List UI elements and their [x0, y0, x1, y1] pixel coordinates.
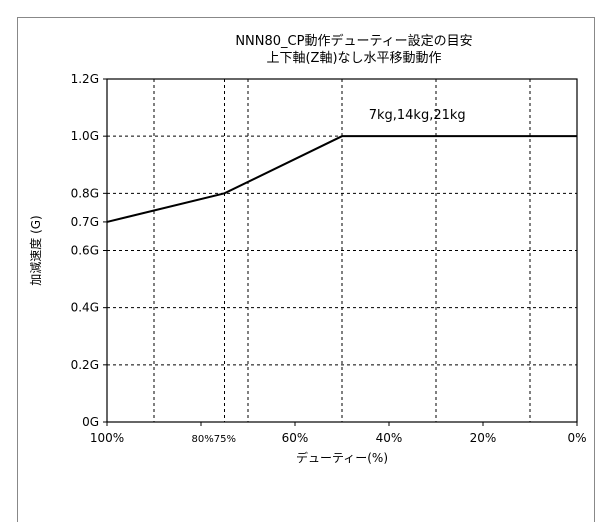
- x-tick-label: 80%: [192, 434, 214, 445]
- y-tick-label: 0.2G: [71, 358, 99, 372]
- y-tick-label: 1.0G: [71, 129, 99, 143]
- y-tick-label: 0.4G: [71, 301, 99, 315]
- y-tick-label: 0.6G: [71, 244, 99, 258]
- duty-chart: 0G 0.2G 0.4G 0.6G 0.7G 0.8G 1.0G 1.2G 100% 80%75%…: [18, 18, 596, 523]
- x-tick-label: 100%: [90, 431, 124, 445]
- y-axis-title: 加減速度 (G): [28, 215, 43, 285]
- y-tick-label: 0G: [82, 415, 99, 429]
- x-tick-label: 0%: [567, 431, 586, 445]
- chart-title-line: NNN80_CP動作デューティー設定の目安: [235, 33, 472, 49]
- y-tick-label: 1.2G: [71, 72, 99, 86]
- y-tick-label: 0.8G: [71, 186, 99, 200]
- series-annotation: 7kg,14kg,21kg: [369, 108, 466, 123]
- chart-frame: 0G 0.2G 0.4G 0.6G 0.7G 0.8G 1.0G 1.2G 100% 80%75%…: [17, 17, 595, 522]
- x-tick-label: 20%: [470, 431, 497, 445]
- x-axis-title: デューティー(%): [296, 450, 388, 465]
- y-tick-label: 0.7G: [71, 215, 99, 229]
- x-tick-label: 40%: [376, 431, 403, 445]
- x-tick-label: 75%: [214, 434, 236, 445]
- chart-title-line: 上下軸(Z軸)なし水平移動動作: [266, 51, 441, 66]
- x-tick-label: 60%: [282, 431, 309, 445]
